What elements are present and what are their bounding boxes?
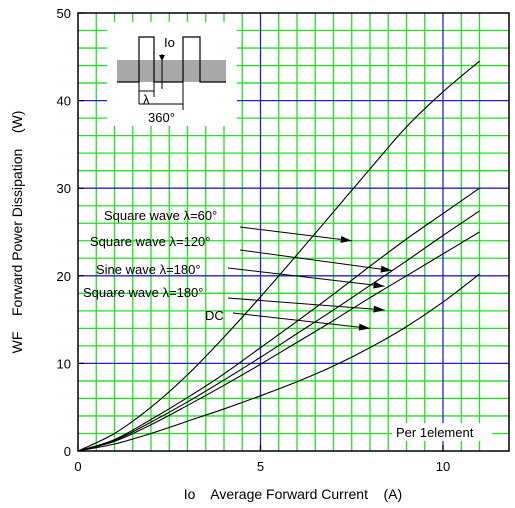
y-tick-label: 0 [64,444,71,459]
series-curves [77,60,480,452]
x-tick-label: 5 [257,459,264,474]
y-axis-title: WF Forward Power Dissipation (W) [9,111,25,354]
note-background [392,423,492,441]
series-annotation-label: Square wave λ=120° [90,234,210,249]
annotation-arrow-line [227,297,385,311]
annotation-arrow-line [239,226,352,242]
series-line [77,231,480,452]
series-annotation-label: Sine wave λ=180° [96,262,201,277]
inset-pulse-waveform [117,36,226,83]
series-line [77,60,480,452]
x-tick-label: 10 [436,459,450,474]
inset-io-arrowhead [159,55,165,61]
annotation-arrowhead [373,281,385,289]
per-element-note: Per 1element [396,425,474,440]
inset-lambda-label: λ [143,92,150,107]
series-annotation-label: Square wave λ=60° [104,208,217,223]
x-axis-title: Io Average Forward Current (A) [184,486,402,502]
inset-band [117,60,226,82]
series-annotation-label: Square wave λ=180° [83,285,203,300]
y-tick-label: 30 [57,181,71,196]
waveform-inset: Io λ 360° [107,22,237,126]
inset-period-label: 360° [148,110,175,125]
annotation-arrowhead [373,305,385,313]
annotation-arrowhead [340,235,352,243]
series-line [77,187,480,452]
plot-frame [77,12,510,452]
annotation-arrowhead [380,265,392,273]
annotation-arrow-line [232,312,371,329]
y-tick-label: 20 [57,269,71,284]
series-line [77,210,480,452]
y-tick-label: 40 [57,94,71,109]
annotation-arrows: Square wave λ=60° Square wave λ=120° Sine … [83,208,392,331]
axis-ticks: 0 5 10 0 10 20 30 40 50 [57,6,451,474]
inset-io-label: Io [164,35,175,50]
y-tick-label: 10 [57,356,71,371]
y-tick-label: 50 [57,6,71,21]
annotation-arrow-line [239,249,392,272]
series-annotation-label: DC [205,308,224,323]
annotation-arrowhead [358,323,370,331]
x-tick-label: 0 [74,459,81,474]
series-line [77,273,480,452]
annotation-arrow-line [227,267,385,287]
